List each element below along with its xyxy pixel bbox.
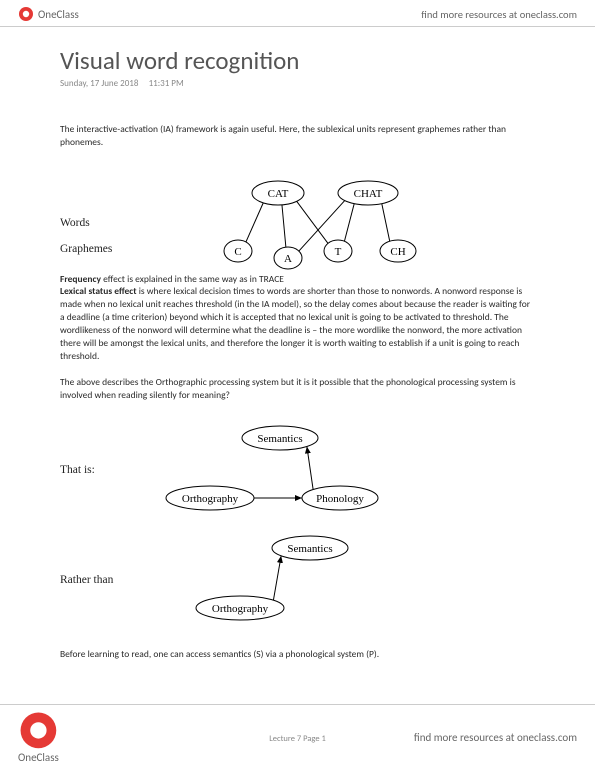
page-footer: OneClass find more resources at oneclass… (0, 704, 595, 770)
graphemes-diagram: Words CATCHATCATCH Graphemes (60, 173, 535, 255)
svg-text:CHAT: CHAT (354, 188, 383, 200)
svg-text:Semantics: Semantics (257, 433, 302, 445)
note-date: Sunday, 17 June 2018 (60, 78, 138, 89)
page-header: OneClass find more resources at oneclass… (0, 0, 595, 27)
graphemes-label: Graphemes (60, 243, 128, 255)
brand-name: OneClass (38, 8, 79, 21)
graphemes-svg: CATCHATCATCH (158, 173, 458, 273)
ratherthan-diagram: Rather than Semantics Orthography (60, 530, 535, 630)
svg-text:CAT: CAT (268, 188, 289, 200)
svg-text:Phonology: Phonology (316, 493, 364, 505)
oneclass-icon (18, 710, 59, 751)
ratherthan-label: Rather than (60, 574, 130, 586)
svg-text:Orthography: Orthography (212, 603, 269, 615)
footer-resources-link[interactable]: find more resources at oneclass.com (414, 731, 577, 744)
brand-name-footer: OneClass (18, 751, 59, 764)
lexical-paragraph: Lexical status effect is where lexical d… (60, 285, 535, 362)
intro-paragraph: The interactive-activation (IA) framewor… (60, 123, 535, 149)
note-time: 11:31 PM (149, 78, 184, 89)
frequency-label: Frequency (60, 273, 101, 285)
thatis-label: That is: (60, 464, 120, 476)
oneclass-icon (18, 6, 34, 22)
thatis-svg: Semantics Orthography Phonology (150, 420, 420, 520)
closing-paragraph: Before learning to read, one can access … (60, 648, 535, 661)
lexical-label: Lexical status effect (60, 285, 137, 297)
brand-logo-footer: OneClass (18, 710, 59, 764)
svg-text:Orthography: Orthography (182, 493, 239, 505)
frequency-paragraph: Frequency effect is explained in the sam… (60, 273, 535, 286)
svg-text:A: A (284, 253, 292, 265)
page-body: Visual word recognition Sunday, 17 June … (0, 27, 595, 661)
frequency-rest: effect is explained in the same way as i… (101, 273, 284, 285)
ortho-paragraph: The above describes the Orthographic pro… (60, 376, 535, 402)
page-title: Visual word recognition (60, 45, 535, 76)
thatis-diagram: That is: Semantics Orthography Phonology (60, 420, 535, 520)
header-resources-link[interactable]: find more resources at oneclass.com (421, 8, 577, 21)
brand-logo: OneClass (18, 6, 79, 22)
note-datetime: Sunday, 17 June 2018 11:31 PM (60, 78, 535, 89)
svg-text:Semantics: Semantics (287, 543, 332, 555)
ratherthan-svg: Semantics Orthography (160, 530, 410, 630)
words-label: Words (60, 217, 128, 229)
